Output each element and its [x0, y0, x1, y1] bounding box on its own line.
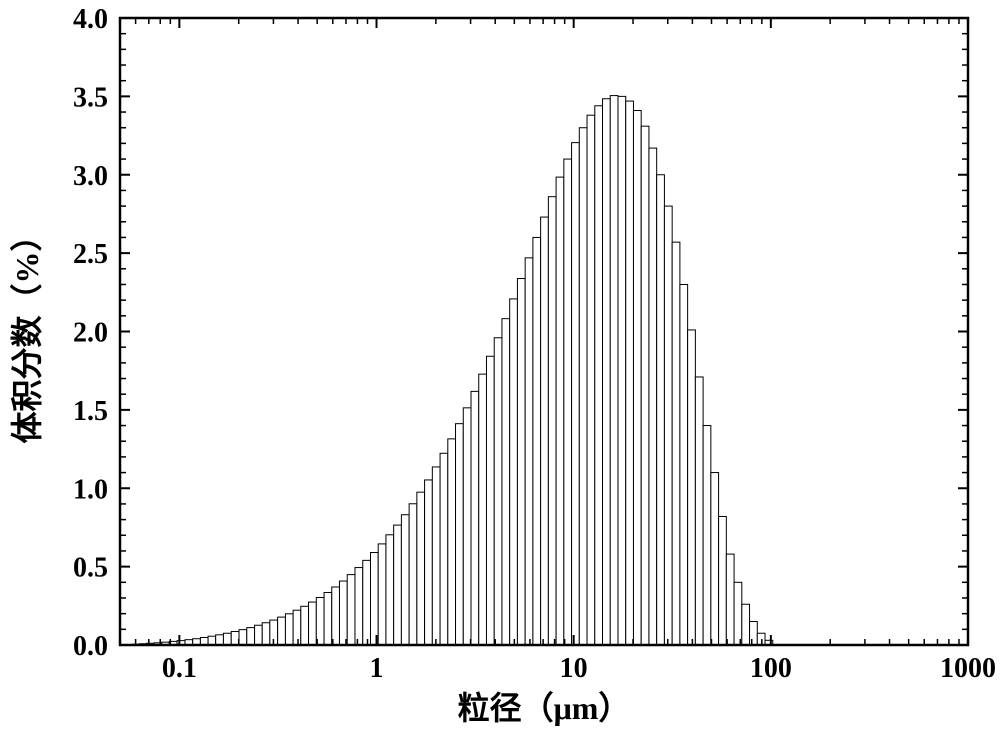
- bar: [432, 467, 440, 645]
- bar: [494, 338, 502, 645]
- bar: [595, 106, 603, 645]
- x-axis-label: 粒径（μm）: [458, 690, 631, 726]
- bar: [649, 148, 657, 645]
- bar: [386, 535, 394, 645]
- bar: [664, 206, 672, 645]
- bar: [742, 604, 750, 645]
- bar: [347, 575, 355, 645]
- y-tick-label: 0.0: [73, 631, 108, 662]
- bar: [332, 587, 340, 645]
- bar: [695, 377, 703, 645]
- bar: [309, 602, 317, 645]
- bar: [572, 143, 580, 645]
- bar: [587, 115, 595, 645]
- y-tick-label: 1.5: [73, 396, 108, 427]
- bar: [711, 473, 719, 645]
- bar: [316, 598, 324, 646]
- bar: [525, 258, 533, 645]
- bar: [417, 492, 425, 645]
- bar: [579, 128, 587, 645]
- y-tick-label: 2.5: [73, 239, 108, 270]
- bar: [463, 408, 471, 645]
- bar: [479, 374, 487, 645]
- y-tick-label: 1.0: [73, 474, 108, 505]
- bar: [409, 504, 417, 645]
- bar: [425, 480, 433, 645]
- bar: [657, 175, 665, 645]
- x-tick-label: 1000: [940, 653, 996, 684]
- bar: [618, 96, 626, 645]
- bar: [378, 544, 386, 645]
- bar: [363, 560, 371, 645]
- bar: [223, 633, 231, 645]
- x-tick-label: 1: [370, 653, 384, 684]
- chart-svg: 0.1 1 10 100 1000 0.0 0.5 1.0 1.5 2.0 2.5 3.0 3.5 4.0…: [0, 0, 1000, 741]
- bar: [370, 553, 378, 645]
- y-tick-label: 2.0: [73, 318, 108, 349]
- bar: [734, 582, 742, 645]
- y-tick-label: 0.5: [73, 553, 108, 584]
- x-tick-label: 10: [560, 653, 588, 684]
- bar: [339, 581, 347, 645]
- bar: [680, 284, 688, 645]
- bar: [355, 568, 363, 645]
- bar: [541, 217, 549, 645]
- bar: [626, 101, 634, 645]
- bar: [750, 621, 758, 645]
- bar: [324, 592, 332, 645]
- bar: [255, 625, 263, 645]
- bar: [726, 554, 734, 645]
- bar: [231, 632, 239, 645]
- bar: [216, 635, 224, 645]
- bar: [301, 606, 309, 645]
- bar: [510, 299, 518, 645]
- bar: [208, 636, 216, 645]
- bar: [633, 110, 641, 645]
- bar: [548, 197, 556, 645]
- bar: [703, 426, 711, 645]
- bar: [603, 99, 611, 645]
- bar: [719, 516, 727, 645]
- bar: [278, 617, 286, 645]
- bar: [394, 525, 402, 645]
- bar: [556, 177, 564, 645]
- bar: [401, 515, 409, 645]
- bar: [641, 126, 649, 645]
- bar: [247, 628, 255, 645]
- bar: [564, 159, 572, 645]
- y-tick-label: 3.0: [73, 161, 108, 192]
- bar: [486, 356, 494, 645]
- bar: [688, 330, 696, 645]
- bar: [440, 453, 448, 645]
- bar: [502, 319, 510, 645]
- x-tick-label: 0.1: [162, 653, 197, 684]
- x-tick-label: 100: [750, 653, 792, 684]
- bar: [285, 614, 293, 645]
- bar: [262, 623, 270, 645]
- bar: [610, 96, 618, 645]
- particle-size-distribution-chart: 0.1 1 10 100 1000 0.0 0.5 1.0 1.5 2.0 2.5 3.0 3.5 4.0…: [0, 0, 1000, 741]
- bar: [456, 424, 464, 645]
- y-axis-label: 体积分数（%）: [9, 219, 45, 443]
- y-tick-label: 4.0: [73, 4, 108, 35]
- bar: [293, 610, 301, 645]
- y-tick-label: 3.5: [73, 82, 108, 113]
- bar: [239, 630, 247, 645]
- bar: [533, 237, 541, 645]
- bar: [672, 242, 680, 645]
- bar: [517, 279, 525, 645]
- bar: [471, 391, 479, 645]
- bar: [448, 439, 456, 645]
